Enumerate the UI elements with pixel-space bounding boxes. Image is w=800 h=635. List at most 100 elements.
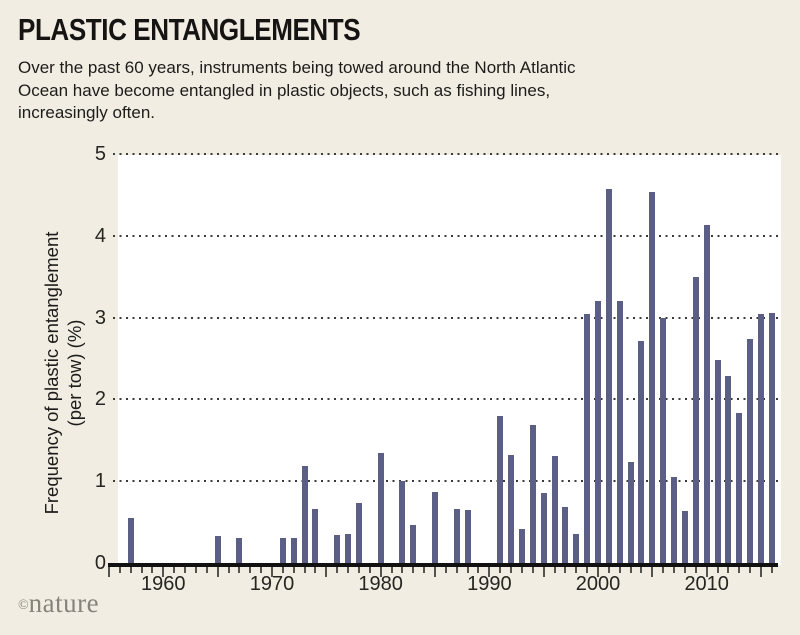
nature-credit: ©nature <box>18 588 99 619</box>
x-tick-1996 <box>553 567 556 573</box>
bar-2002 <box>616 301 623 563</box>
gridline-2 <box>113 398 778 401</box>
gridline-3 <box>113 316 778 319</box>
x-tick-2007 <box>673 567 676 573</box>
bar-2006 <box>660 317 667 563</box>
x-tick-1982 <box>401 567 404 573</box>
gridline-1 <box>113 480 778 483</box>
subtitle-line-1: Over the past 60 years, instruments bein… <box>18 58 576 77</box>
bar-2008 <box>681 510 688 563</box>
bar-1995 <box>540 493 547 563</box>
x-tick-2014 <box>749 567 752 573</box>
x-tick-2013 <box>738 567 741 573</box>
bar-2005 <box>649 192 656 563</box>
x-tick-1995 <box>542 567 545 577</box>
bar-1988 <box>464 509 471 563</box>
x-tick-1973 <box>303 567 306 573</box>
x-tick-1971 <box>281 567 284 573</box>
bar-1992 <box>508 455 515 563</box>
x-tick-1955 <box>107 567 110 577</box>
bar-1974 <box>312 509 319 563</box>
bar-1976 <box>334 535 341 563</box>
x-tick-1999 <box>586 567 589 573</box>
x-tick-1958 <box>140 567 143 573</box>
bar-1996 <box>551 455 558 563</box>
bar-1957 <box>127 518 134 563</box>
x-tick-1959 <box>151 567 154 573</box>
x-tick-1983 <box>412 567 415 573</box>
x-tick-1969 <box>260 567 263 573</box>
x-tick-1964 <box>205 567 208 573</box>
bar-2001 <box>605 189 612 563</box>
x-tick-1986 <box>444 567 447 573</box>
x-tick-1985 <box>434 567 436 577</box>
x-tick-2006 <box>662 567 665 573</box>
x-tick-1962 <box>184 567 187 573</box>
x-tick-2016 <box>770 567 773 573</box>
x-tick-2004 <box>640 567 643 573</box>
gridline-4 <box>113 234 778 237</box>
x-tick-1987 <box>455 567 458 573</box>
bar-1967 <box>236 538 243 563</box>
x-tick-1974 <box>314 567 317 573</box>
bar-2009 <box>692 276 699 563</box>
subtitle-line-3: increasingly often. <box>18 103 156 122</box>
x-tick-1972 <box>292 567 295 573</box>
y-axis-title-line-1: Frequency of plastic entanglement <box>41 231 62 515</box>
bar-1993 <box>518 528 525 563</box>
x-tick-2001 <box>607 567 610 573</box>
x-tick-2009 <box>694 567 697 573</box>
bar-1994 <box>529 424 536 563</box>
x-tick-1966 <box>227 567 230 573</box>
x-tick-2011 <box>716 567 719 573</box>
bar-1978 <box>355 503 362 563</box>
x-tick-2010 <box>705 567 708 577</box>
x-tick-label-2000: 2000 <box>575 573 621 595</box>
bar-1982 <box>399 481 406 563</box>
bar-1977 <box>345 534 352 563</box>
bar-2003 <box>627 461 634 563</box>
bar-2000 <box>595 301 602 563</box>
x-tick-label-2010: 2010 <box>684 573 729 595</box>
x-tick-1992 <box>510 567 513 573</box>
bar-1997 <box>562 507 569 563</box>
bar-1983 <box>410 525 417 563</box>
x-tick-1993 <box>520 567 523 573</box>
bar-2007 <box>671 477 678 563</box>
x-tick-2003 <box>629 567 632 573</box>
bar-2016 <box>768 312 775 563</box>
x-tick-1991 <box>499 567 502 573</box>
x-tick-1988 <box>466 567 469 573</box>
bar-1971 <box>279 538 286 563</box>
x-tick-2015 <box>760 567 763 577</box>
y-axis-title: Frequency of plastic entanglement (per t… <box>40 163 88 583</box>
x-tick-1981 <box>390 567 393 573</box>
x-tick-1968 <box>249 567 252 573</box>
x-tick-1970 <box>270 567 273 577</box>
bar-1980 <box>377 452 384 563</box>
y-axis-title-line-2: (per tow) (%) <box>64 319 85 427</box>
copyright-icon: © <box>18 598 29 613</box>
x-tick-1979 <box>368 567 371 573</box>
bar-2012 <box>725 375 732 563</box>
x-tick-1978 <box>357 567 360 573</box>
credit-name: nature <box>28 588 100 618</box>
x-tick-1994 <box>531 567 534 573</box>
x-axis-line <box>108 563 778 567</box>
bar-1973 <box>301 466 308 563</box>
x-tick-1963 <box>194 567 197 573</box>
bar-1965 <box>214 536 221 563</box>
y-tick-label-5: 5 <box>94 143 106 165</box>
x-tick-1961 <box>173 567 176 573</box>
bar-1972 <box>290 538 297 563</box>
x-tick-1965 <box>216 567 219 577</box>
bar-2013 <box>736 413 743 563</box>
x-tick-1960 <box>162 567 165 577</box>
bar-1987 <box>453 509 460 563</box>
x-tick-2002 <box>618 567 621 573</box>
y-tick-label-4: 4 <box>94 224 106 247</box>
x-tick-1989 <box>477 567 480 573</box>
x-tick-1998 <box>575 567 578 573</box>
x-tick-1980 <box>379 567 382 577</box>
subtitle-line-2: Ocean have become entangled in plastic o… <box>18 80 551 100</box>
